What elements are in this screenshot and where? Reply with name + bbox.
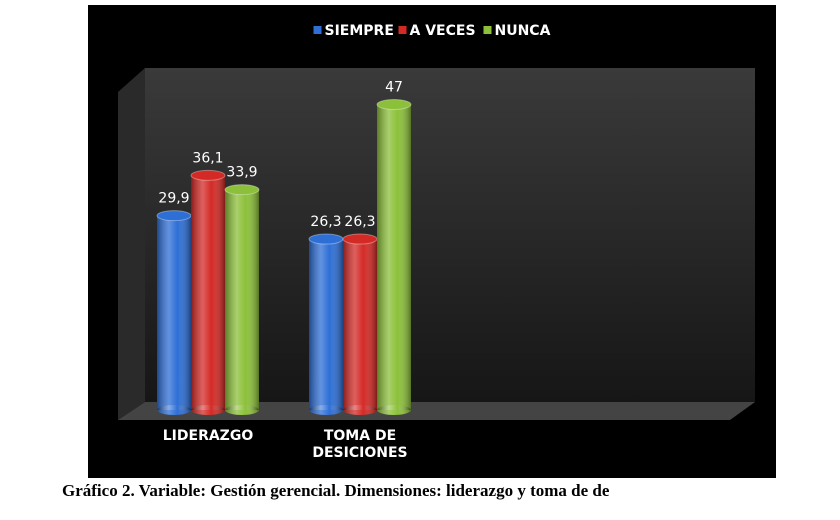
back-wall [145, 68, 755, 402]
legend: SIEMPRE A VECES NUNCA [313, 23, 551, 39]
bar-cap [224, 184, 260, 196]
bar-shade [225, 189, 259, 410]
data-label: 29,9 [158, 191, 189, 207]
bar-base-shade [377, 405, 411, 415]
bar-shade [377, 104, 411, 410]
bar-cap [376, 99, 412, 110]
x-tick-label: TOMA DE DESICIONES [312, 428, 408, 461]
floor [118, 402, 755, 420]
legend-label: A VECES [410, 23, 476, 39]
data-label: 36,1 [192, 150, 223, 166]
x-tick-label: LIDERAZGO [162, 428, 254, 444]
bar-shade [157, 215, 191, 410]
x-tick-label-box: TOMA DE DESICIONES [312, 428, 408, 461]
legend-label: SIEMPRE [325, 23, 394, 39]
bar-base-shade [225, 405, 259, 415]
bar-cap [342, 233, 378, 245]
bar-cap [308, 233, 344, 245]
bar-base-shade [309, 405, 343, 415]
bar-shade [191, 175, 225, 410]
bar-base-shade [191, 405, 225, 415]
legend-swatch [483, 26, 492, 34]
legend-swatch [398, 26, 407, 34]
chart: SIEMPRE A VECES NUNCA 29,9 26,3 36,1 26,3 33,9… [88, 5, 776, 478]
bar-shade [309, 239, 343, 410]
side-wall [118, 68, 145, 420]
data-label: 26,3 [344, 214, 375, 230]
data-label: 33,9 [226, 165, 257, 181]
bar-cap [190, 169, 226, 181]
legend-swatch [313, 26, 322, 34]
data-label: 47 [385, 80, 403, 96]
caption: Gráfico 2. Variable: Gestión gerencial. … [62, 481, 610, 500]
data-label: 26,3 [310, 214, 341, 230]
bar-shade [343, 239, 377, 410]
legend-label: NUNCA [495, 23, 551, 39]
x-tick-label-box: LIDERAZGO [162, 428, 254, 444]
bar-cap [156, 210, 192, 222]
bar-base-shade [157, 405, 191, 415]
bar-base-shade [343, 405, 377, 415]
